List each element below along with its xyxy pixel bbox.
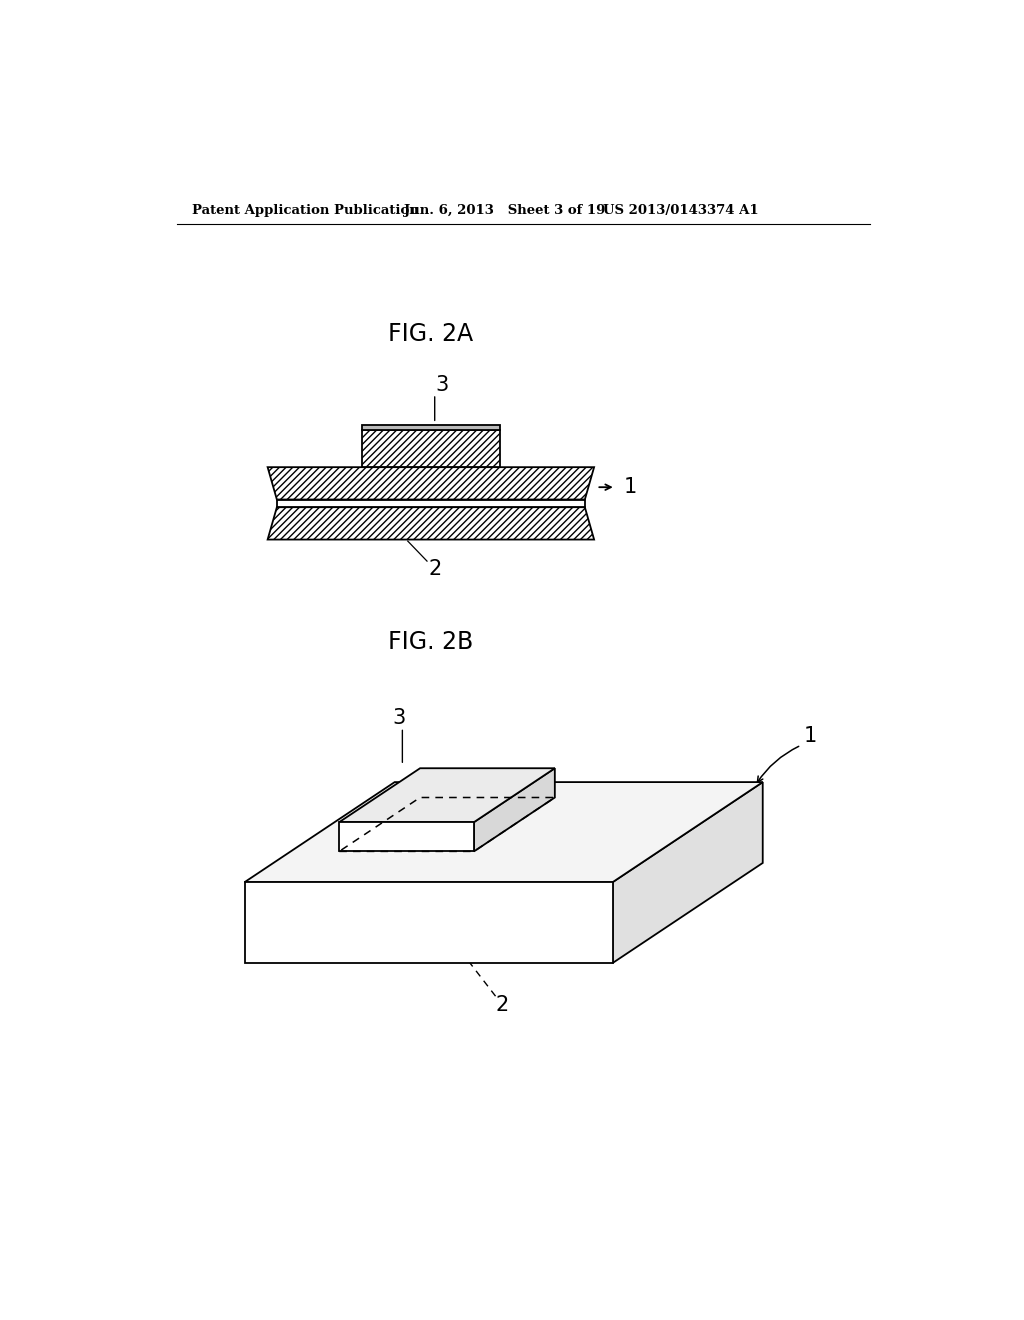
Polygon shape [474, 768, 555, 851]
Text: 2: 2 [428, 558, 441, 578]
Text: Jun. 6, 2013   Sheet 3 of 19: Jun. 6, 2013 Sheet 3 of 19 [403, 205, 605, 218]
Text: 3: 3 [436, 375, 450, 395]
Text: US 2013/0143374 A1: US 2013/0143374 A1 [603, 205, 759, 218]
Text: 1: 1 [804, 726, 817, 746]
Polygon shape [267, 467, 594, 499]
Polygon shape [267, 507, 594, 540]
Text: 1: 1 [624, 478, 637, 498]
Polygon shape [339, 822, 474, 851]
Polygon shape [245, 882, 612, 964]
Text: 2: 2 [495, 995, 508, 1015]
Polygon shape [245, 781, 763, 882]
Polygon shape [612, 781, 763, 964]
Polygon shape [276, 499, 585, 507]
Text: FIG. 2A: FIG. 2A [388, 322, 473, 346]
Text: FIG. 2B: FIG. 2B [388, 630, 473, 653]
Text: 3: 3 [392, 709, 406, 729]
Polygon shape [339, 768, 555, 822]
Polygon shape [361, 425, 500, 430]
Polygon shape [361, 430, 500, 467]
Text: Patent Application Publication: Patent Application Publication [193, 205, 419, 218]
